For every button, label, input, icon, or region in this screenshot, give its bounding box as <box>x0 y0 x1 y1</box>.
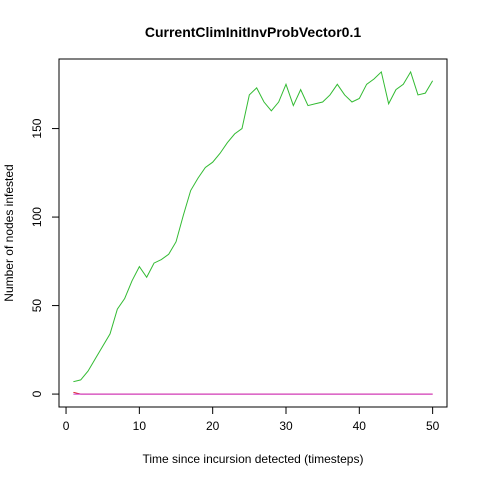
x-tick-label: 40 <box>353 419 367 433</box>
y-tick-label: 50 <box>30 299 44 313</box>
plot-frame <box>58 58 448 408</box>
x-tick-label: 50 <box>426 419 440 433</box>
series-layer <box>73 70 434 395</box>
y-tick-label: 100 <box>30 207 44 227</box>
x-tick-label: 20 <box>206 419 220 433</box>
y-axis: 0 50 100 150 <box>30 118 60 397</box>
series-line-1 <box>73 70 434 383</box>
x-axis: 0 10 20 30 40 50 <box>63 406 440 433</box>
chart-title: CurrentClimInitInvProbVector0.1 <box>145 24 361 40</box>
y-axis-label: Number of nodes infested <box>2 164 16 301</box>
y-tick-label: 0 <box>30 390 44 397</box>
x-tick-label: 30 <box>279 419 293 433</box>
y-tick-label: 150 <box>30 118 44 138</box>
x-axis-label: Time since incursion detected (timesteps… <box>143 452 364 466</box>
x-tick-label: 10 <box>133 419 147 433</box>
x-tick-label: 0 <box>63 419 70 433</box>
